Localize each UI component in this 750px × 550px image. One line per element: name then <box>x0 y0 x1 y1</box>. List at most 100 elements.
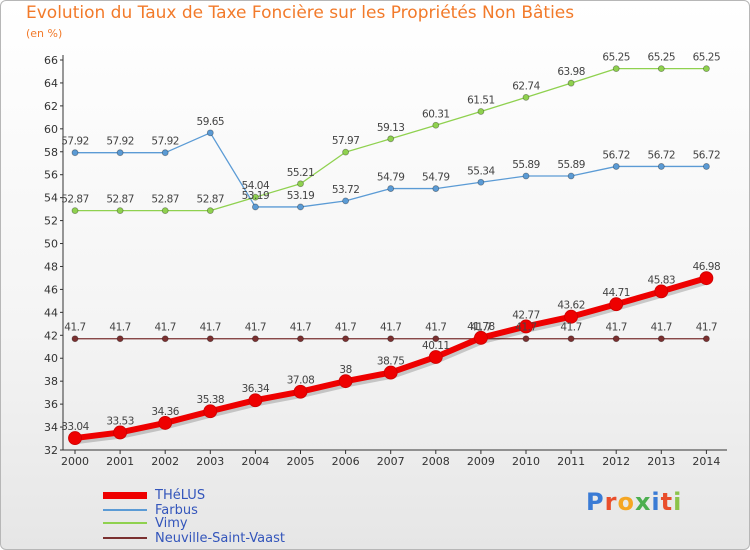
data-point <box>657 65 665 73</box>
data-label: 52.87 <box>197 194 225 206</box>
data-label: 41.7 <box>470 322 491 334</box>
data-point <box>387 185 395 192</box>
x-tick-label: 2014 <box>692 455 720 468</box>
data-point <box>519 319 533 334</box>
data-point <box>251 193 259 201</box>
x-tick-label: 2011 <box>557 455 585 468</box>
data-label: 59.65 <box>197 116 225 128</box>
data-label: 44.71 <box>602 287 630 299</box>
data-label: 41.7 <box>109 322 130 334</box>
data-point <box>567 335 575 343</box>
x-tick-label: 2010 <box>512 455 540 468</box>
data-point <box>297 335 304 343</box>
y-tick-label: 42 <box>44 329 58 342</box>
x-tick-label: 2013 <box>647 455 675 468</box>
x-tick-label: 2006 <box>332 455 360 468</box>
data-point <box>473 330 488 345</box>
data-point <box>387 335 395 343</box>
data-label: 62.74 <box>512 80 540 92</box>
data-label: 53.72 <box>332 184 360 196</box>
y-tick-label: 46 <box>44 283 58 296</box>
data-label: 56.72 <box>648 149 676 161</box>
data-point <box>432 121 440 129</box>
y-tick-label: 66 <box>44 54 58 67</box>
data-label: 41.78 <box>467 321 495 333</box>
data-label: 36.34 <box>242 383 270 395</box>
data-point <box>564 309 578 324</box>
x-tick-label: 2009 <box>467 455 495 468</box>
x-tick-label: 2001 <box>106 455 134 468</box>
data-label: 55.34 <box>467 165 495 177</box>
chart-title: Evolution du Taux de Taxe Foncière sur l… <box>26 3 575 23</box>
x-tick-label: 2008 <box>422 455 450 468</box>
data-label: 41.7 <box>425 322 446 334</box>
y-tick-label: 50 <box>44 238 58 251</box>
data-point <box>116 149 124 157</box>
data-point <box>703 335 710 343</box>
x-tick-label: 2004 <box>241 455 269 468</box>
legend-label: Neuville-Saint-Vaast <box>155 530 285 546</box>
data-label: 38.75 <box>377 356 405 368</box>
data-label: 65.25 <box>648 52 676 64</box>
y-tick-label: 48 <box>44 260 58 273</box>
data-point <box>116 207 124 215</box>
y-tick-label: 34 <box>44 421 58 434</box>
data-point <box>293 384 308 399</box>
data-label: 65.25 <box>602 52 630 64</box>
legend-swatch-neuville <box>103 537 147 539</box>
legend-swatch-farbus <box>103 509 147 511</box>
y-tick-label: 54 <box>44 192 58 205</box>
logo-letter: o <box>617 488 635 516</box>
data-point <box>251 203 259 211</box>
logo-letter: i <box>651 488 661 516</box>
data-label: 45.83 <box>648 274 676 286</box>
logo-letter: P <box>586 488 605 516</box>
data-label: 54.04 <box>242 180 270 192</box>
data-point <box>206 207 214 215</box>
data-point <box>338 374 353 389</box>
data-label: 56.72 <box>602 149 630 161</box>
data-label: 42.77 <box>512 309 540 321</box>
data-point <box>477 108 485 115</box>
data-label: 41.7 <box>155 322 176 334</box>
data-point <box>342 197 350 205</box>
x-tick-label: 2005 <box>287 455 315 468</box>
x-tick-label: 2002 <box>151 455 179 468</box>
data-point <box>383 365 398 380</box>
data-label: 37.08 <box>287 375 315 387</box>
y-tick-label: 38 <box>44 375 58 388</box>
data-point <box>297 180 304 188</box>
data-label: 34.36 <box>151 406 179 418</box>
data-label: 41.7 <box>560 322 581 334</box>
data-label: 57.92 <box>61 136 89 148</box>
y-tick-label: 60 <box>44 123 58 136</box>
data-label: 57.92 <box>151 136 179 148</box>
data-label: 55.89 <box>512 159 540 171</box>
data-label: 60.31 <box>422 108 450 120</box>
y-tick-label: 36 <box>44 398 58 411</box>
data-label: 65.25 <box>693 52 721 64</box>
data-label: 41.7 <box>335 322 356 334</box>
data-label: 57.92 <box>106 136 134 148</box>
data-point <box>477 178 485 186</box>
legend-label: THéLUS <box>155 487 206 503</box>
data-label: 52.87 <box>61 194 89 206</box>
data-point <box>699 271 714 286</box>
data-label: 41.7 <box>245 322 266 334</box>
data-point <box>432 185 440 192</box>
data-point <box>703 163 710 170</box>
data-label: 40.11 <box>422 340 450 352</box>
data-point <box>432 335 440 343</box>
logo-letter: t <box>660 488 674 516</box>
data-point <box>657 335 665 343</box>
data-point <box>428 350 443 364</box>
logo-letter: x <box>634 488 652 516</box>
data-point <box>71 335 79 343</box>
y-tick-label: 44 <box>44 306 58 319</box>
data-label: 54.79 <box>377 172 405 184</box>
data-point <box>342 335 350 343</box>
data-label: 56.72 <box>693 149 721 161</box>
data-point <box>71 207 79 215</box>
